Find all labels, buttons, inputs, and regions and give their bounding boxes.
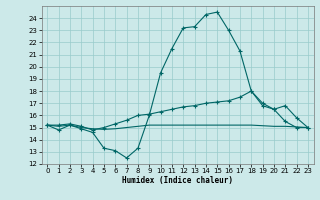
X-axis label: Humidex (Indice chaleur): Humidex (Indice chaleur)	[122, 176, 233, 185]
